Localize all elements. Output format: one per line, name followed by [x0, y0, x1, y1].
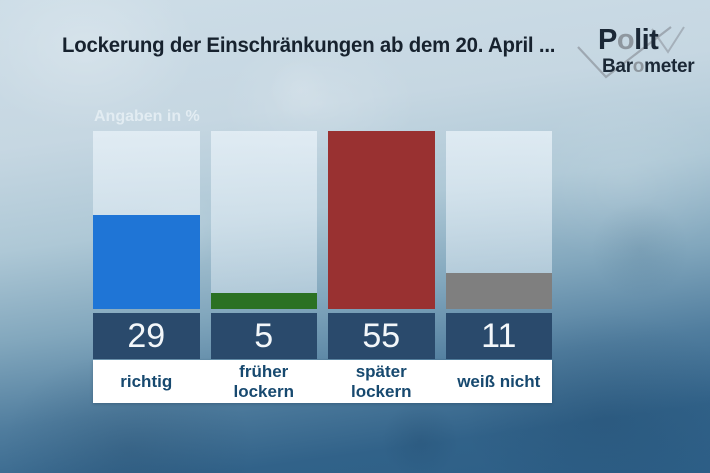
category-label-frueher-lockern: früher lockern: [233, 362, 294, 401]
logo-letter: Bar: [602, 56, 633, 77]
value-label: 11: [481, 316, 517, 355]
value-label: 5: [254, 316, 274, 355]
axis-unit-label: Angaben in %: [94, 108, 200, 125]
logo-letter-o: o: [616, 24, 635, 56]
value-box-frueher-lockern: 5: [210, 313, 317, 359]
chart-column-frueher-lockern: 5: [210, 131, 317, 359]
category-labels-strip: richtig früher lockern später lockern we…: [93, 360, 552, 403]
chart-column-spaeter-lockern: 55: [328, 131, 435, 359]
value-box-richtig: 29: [93, 313, 200, 359]
category-label-spaeter-lockern: später lockern: [351, 362, 412, 401]
bar-spaeter-lockern: [328, 131, 435, 309]
value-label: 55: [362, 316, 401, 355]
logo-text-polit: Polit: [598, 24, 659, 57]
bar-track: [93, 131, 200, 309]
chart-columns: 29 5 55: [93, 131, 552, 359]
bar-chart: 29 5 55: [93, 131, 552, 403]
value-box-weiss-nicht: 11: [445, 313, 552, 359]
bar-richtig: [93, 215, 200, 309]
checkmark-icon: [577, 26, 685, 79]
logo-letter: P: [598, 24, 617, 56]
bar-track: [328, 131, 435, 309]
value-label: 29: [127, 316, 166, 355]
chart-column-richtig: 29: [93, 131, 200, 359]
logo-letter-o: o: [632, 56, 645, 77]
bar-frueher-lockern: [210, 293, 317, 309]
category-label-richtig: richtig: [120, 371, 173, 391]
logo-letter: lit: [634, 24, 659, 56]
bar-track: [445, 131, 552, 309]
logo-text-barometer: Barometer: [602, 56, 695, 78]
bar-weiss-nicht: [445, 273, 552, 309]
politbarometer-logo: Polit Barometer: [570, 18, 710, 86]
page-title: Lockerung der Einschränkungen ab dem 20.…: [62, 34, 556, 57]
logo-letter: meter: [644, 56, 695, 77]
chart-column-weiss-nicht: 11: [445, 131, 552, 359]
category-label-weiss-nicht: weiß nicht: [457, 371, 541, 391]
value-box-spaeter-lockern: 55: [328, 313, 435, 359]
bar-track: [210, 131, 317, 309]
